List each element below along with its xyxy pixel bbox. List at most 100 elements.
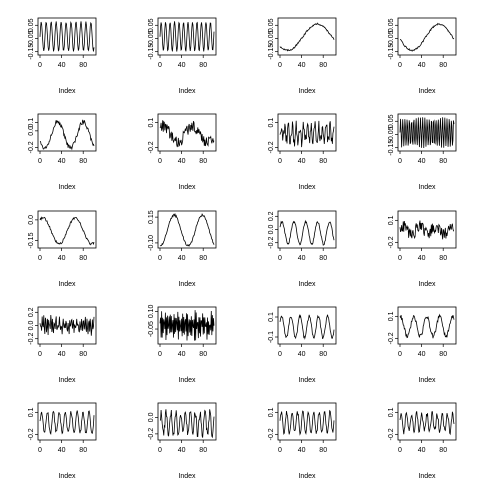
y-tick-label: -0.05 [28, 30, 35, 46]
x-tick-label: 40 [298, 351, 306, 358]
x-tick-label: 0 [38, 62, 42, 69]
plot-frame [37, 210, 97, 249]
x-tick-label: 80 [319, 447, 327, 454]
subplot-6: 0 40 80 0.1 -0.2 Index [148, 113, 217, 191]
y-tick-label: 0.1 [28, 118, 35, 128]
x-tick-label: 40 [418, 255, 426, 262]
y-tick-label: -0.15 [388, 44, 395, 60]
x-tick-label: 0 [158, 447, 162, 454]
x-tick-label: 40 [178, 351, 186, 358]
x-tick-label: 40 [58, 351, 66, 358]
y-tick-label: -0.2 [268, 428, 275, 440]
y-tick-label: -0.2 [268, 141, 275, 153]
x-tick-label: 40 [178, 62, 186, 69]
series-line [399, 117, 455, 148]
series-line [159, 409, 215, 439]
x-tick-label: 40 [178, 158, 186, 165]
x-tick-label: 0 [278, 62, 282, 69]
x-tick-label: 40 [58, 447, 66, 454]
x-axis-label: Index [178, 473, 196, 480]
x-tick-label: 0 [158, 158, 162, 165]
x-axis-label: Index [298, 473, 316, 480]
y-tick-label: -0.10 [148, 235, 155, 251]
x-tick-label: 0 [278, 351, 282, 358]
subplot-14: 0 40 80 0.10 -0.05 Index [148, 304, 217, 384]
y-tick-label: 0.2 [28, 307, 35, 317]
series-line [279, 409, 335, 436]
y-tick-label: -0.2 [268, 237, 275, 249]
x-tick-label: 40 [178, 447, 186, 454]
series-line [279, 22, 335, 52]
subplot-11: 0 40 80 0.2 0.0 -0.2 Index [268, 210, 337, 288]
y-tick-label: 0.0 [28, 126, 35, 136]
plot-frame [397, 210, 457, 249]
y-tick-label: 0.1 [388, 215, 395, 225]
plot-frame [37, 113, 97, 152]
x-axis-label: Index [58, 184, 76, 191]
series-line [399, 22, 455, 52]
y-tick-label: 0.15 [148, 210, 155, 224]
subplot-13: 0 40 80 0.2 0.0 -0.2 Index [28, 306, 97, 384]
x-tick-label: 40 [298, 447, 306, 454]
x-axis-label: Index [418, 184, 436, 191]
y-tick-label: -0.05 [388, 126, 395, 142]
y-tick-label: -0.2 [388, 236, 395, 248]
series-line [39, 315, 95, 336]
subplot-17: 0 40 80 0.1 -0.2 Index [28, 402, 97, 480]
y-tick-label: -0.2 [388, 428, 395, 440]
y-tick-label: 0.1 [268, 407, 275, 417]
x-axis-label: Index [58, 88, 76, 95]
plot-frame [277, 306, 337, 345]
y-tick-label: -0.05 [148, 321, 155, 337]
plot-frame [397, 17, 457, 56]
series-line [399, 313, 455, 339]
y-tick-label: -0.2 [28, 428, 35, 440]
x-tick-label: 0 [158, 351, 162, 358]
x-axis-label: Index [58, 473, 76, 480]
x-tick-label: 80 [439, 158, 447, 165]
plot-frame [157, 402, 217, 441]
x-tick-label: 40 [418, 447, 426, 454]
y-tick-label: 0.10 [148, 304, 155, 318]
x-axis-label: Index [418, 473, 436, 480]
y-tick-label: 0.05 [28, 18, 35, 32]
plot-frame [397, 402, 457, 441]
x-tick-label: 80 [199, 62, 207, 69]
series-line [159, 310, 215, 341]
subplot-2: 0 40 80 0.05-0.05-0.15 Index [148, 17, 217, 95]
x-tick-label: 80 [79, 255, 87, 262]
y-tick-label: 0.1 [28, 407, 35, 417]
series-line [159, 21, 215, 52]
x-axis-label: Index [178, 184, 196, 191]
plot-frame [277, 17, 337, 56]
subplot-1: 0 40 80 0.05-0.05-0.15 Index [28, 17, 97, 95]
x-axis-label: Index [418, 377, 436, 384]
x-tick-label: 40 [418, 62, 426, 69]
y-tick-label: -0.05 [268, 30, 275, 46]
y-tick-label: 0.1 [388, 407, 395, 417]
subplot-16: 0 40 80 0.1 -0.2 Index [388, 306, 457, 384]
x-tick-label: 40 [58, 255, 66, 262]
x-tick-label: 80 [199, 158, 207, 165]
subplot-8: 0 40 80 0.05-0.05-0.15 Index [388, 113, 457, 191]
x-tick-label: 80 [199, 255, 207, 262]
x-tick-label: 0 [398, 351, 402, 358]
subplot-20: 0 40 80 0.1 -0.2 Index [388, 402, 457, 480]
series-line [159, 213, 215, 247]
x-axis-label: Index [58, 377, 76, 384]
x-tick-label: 40 [418, 158, 426, 165]
subplot-19: 0 40 80 0.1 -0.2 Index [268, 402, 337, 480]
x-axis-label: Index [298, 377, 316, 384]
x-tick-label: 0 [158, 255, 162, 262]
x-tick-label: 80 [439, 62, 447, 69]
x-tick-label: 0 [398, 447, 402, 454]
plot-frame [157, 17, 217, 56]
y-tick-label: 0.05 [268, 18, 275, 32]
x-tick-label: 80 [319, 62, 327, 69]
y-tick-label: 0.1 [388, 311, 395, 321]
y-tick-label: -0.15 [388, 140, 395, 156]
x-tick-label: 0 [158, 62, 162, 69]
x-tick-label: 80 [439, 255, 447, 262]
x-axis-label: Index [58, 281, 76, 288]
y-tick-label: 0.1 [268, 312, 275, 322]
